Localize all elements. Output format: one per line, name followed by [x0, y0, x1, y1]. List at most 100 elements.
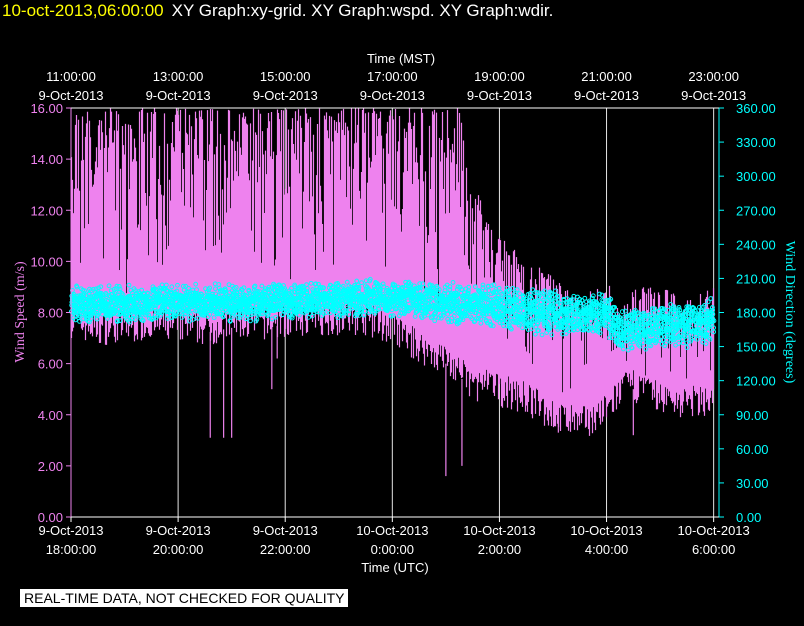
wdir-point [673, 315, 679, 320]
wdir-point [296, 312, 302, 318]
wdir-point [71, 293, 76, 299]
top-tick-date: 9-Oct-2013 [574, 88, 639, 103]
wdir-point [536, 328, 541, 333]
wdir-point [455, 299, 461, 304]
wdir-point [372, 308, 378, 314]
wdir-point [705, 329, 711, 335]
left-tick-label: 12.00 [30, 203, 63, 218]
wdir-point [691, 305, 697, 311]
wdir-point [633, 316, 638, 322]
wdir-point [333, 311, 339, 317]
left-axis-title: Wind Speed (m/s) [13, 261, 28, 363]
wdir-point [525, 306, 531, 312]
right-tick-label: 270.00 [736, 203, 776, 218]
wdir-point [291, 296, 297, 302]
wdir-point [292, 282, 298, 288]
wdir-point [399, 285, 404, 291]
wdir-point [356, 284, 362, 290]
wdir-point [542, 288, 548, 294]
wdir-point [625, 315, 631, 321]
right-tick-label: 150.00 [736, 340, 776, 355]
wdir-point [478, 320, 484, 326]
wdir-point [473, 316, 479, 321]
wdir-point [114, 283, 120, 289]
wdir-point [185, 309, 191, 314]
wdir-point [418, 295, 424, 301]
wdir-point [246, 287, 252, 293]
wdir-point [660, 337, 666, 343]
wdir-point [607, 335, 612, 341]
wdir-point [90, 286, 96, 292]
wdir-point [304, 285, 310, 291]
bottom-tick-label: 2:00:00 [478, 542, 521, 557]
wdir-point [506, 292, 512, 298]
wdir-point [417, 281, 423, 287]
right-tick-label: 60.00 [736, 442, 769, 457]
bottom-tick-label: 4:00:00 [585, 542, 628, 557]
wdir-point [217, 296, 222, 302]
wdir-point [331, 290, 337, 296]
bottom-tick-date: 10-Oct-2013 [570, 523, 642, 538]
top-tick-label: 23:00:00 [688, 69, 739, 84]
right-axis-title: Wind Direction (degrees) [782, 241, 797, 384]
wdir-point [181, 287, 187, 293]
wdir-point [440, 312, 446, 318]
wdir-point [547, 325, 553, 330]
wdir-point [664, 317, 670, 323]
wdir-point [186, 285, 191, 291]
wdir-point [603, 307, 609, 312]
wdir-point [245, 312, 251, 318]
wdir-point [203, 310, 208, 316]
wdir-point [424, 294, 429, 300]
wdir-point [703, 341, 709, 346]
wdir-point [357, 312, 362, 318]
right-tick-label: 360.00 [736, 101, 776, 116]
wdir-point [169, 284, 175, 290]
wdir-point [427, 282, 433, 288]
bottom-tick-date: 10-Oct-2013 [678, 523, 750, 538]
wdir-point [244, 307, 250, 313]
wdir-point [294, 310, 300, 315]
wdir-point [438, 313, 444, 319]
wdir-point [92, 293, 97, 299]
wdir-point [539, 332, 545, 338]
wdir-point [235, 314, 241, 320]
wdir-point [551, 305, 557, 311]
wdir-point [613, 322, 619, 328]
wdir-point [339, 313, 345, 319]
wdir-point [454, 292, 460, 298]
wdir-point [460, 317, 466, 323]
wdir-point [362, 308, 368, 314]
wdir-point [272, 296, 278, 302]
wdir-point [445, 311, 451, 317]
wdir-point [657, 338, 663, 344]
wdir-point [476, 312, 481, 317]
wdir-point [447, 284, 453, 290]
wdir-point [438, 299, 444, 305]
wdir-point [529, 296, 535, 302]
wdir-point [465, 290, 471, 296]
wdir-point [149, 316, 155, 322]
wdir-point [139, 317, 145, 323]
wdir-point [514, 287, 520, 293]
wdir-point [344, 308, 349, 313]
wdir-point [655, 333, 661, 339]
wdir-point [694, 336, 700, 342]
wdir-point [687, 332, 693, 337]
wdir-point [593, 299, 599, 305]
wdir-point [179, 315, 185, 320]
wdir-point [523, 296, 529, 302]
wdir-point [702, 320, 708, 326]
wdir-point [624, 338, 629, 343]
wdir-point [116, 284, 122, 289]
wdir-point [203, 308, 208, 314]
wdir-point [703, 326, 708, 332]
wdir-point [233, 285, 239, 290]
wdir-point [346, 312, 352, 317]
wdir-point [132, 317, 138, 323]
wdir-point [619, 342, 624, 347]
wdir-point [680, 340, 686, 346]
wdir-point [289, 315, 295, 321]
wdir-point [471, 319, 477, 325]
wdir-point [545, 321, 550, 327]
